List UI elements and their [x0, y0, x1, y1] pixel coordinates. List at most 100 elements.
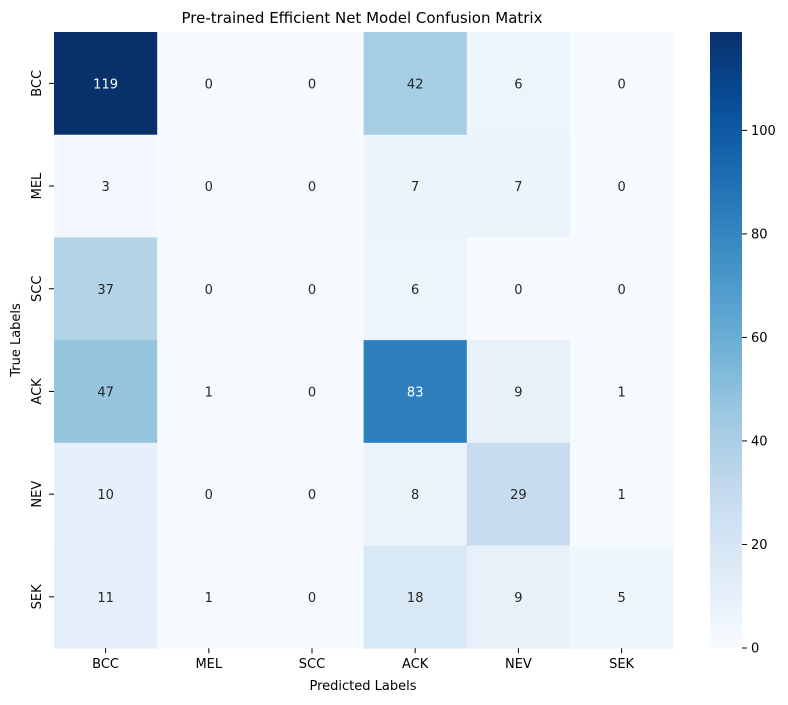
heatmap-cell [570, 237, 674, 341]
heatmap-cell [466, 340, 571, 444]
cell-value-label: 6 [514, 77, 522, 92]
heatmap-cell [570, 545, 674, 649]
y-tick-label: SEK [30, 584, 45, 609]
cell-value-label: 0 [308, 488, 316, 503]
x-tick-label: NEV [505, 657, 532, 672]
cell-value-label: 0 [308, 591, 316, 606]
heatmap-cell [54, 32, 158, 136]
cell-value-label: 1 [205, 385, 213, 400]
cell-value-label: 7 [514, 180, 522, 195]
heatmap-cell [466, 134, 571, 238]
cell-value-label: 47 [97, 385, 114, 400]
heatmap-cell [260, 442, 365, 546]
cell-value-label: 0 [617, 77, 625, 92]
heatmap-cell [363, 442, 468, 546]
cell-value-label: 119 [93, 77, 118, 92]
colorbar-tick-label: 20 [751, 538, 768, 553]
cell-value-label: 0 [308, 77, 316, 92]
heatmap-cell-labels: 119 0 0 42 6 03 0 0 7 7 037 0 0 6 0 047 1 0 83 9 110 0 0 8 29 111… [93, 77, 626, 606]
cell-value-label: 0 [205, 283, 213, 298]
heatmap-cell [54, 237, 158, 341]
heatmap-cell [260, 340, 365, 444]
heatmap-cell [157, 545, 261, 649]
heatmap-cell [466, 32, 571, 136]
heatmap-cell [157, 442, 261, 546]
cell-value-label: 0 [308, 180, 316, 195]
heatmap-cell [54, 134, 158, 238]
cell-value-label: 37 [97, 283, 114, 298]
cell-value-label: 3 [101, 180, 109, 195]
cell-value-label: 0 [617, 283, 625, 298]
colorbar-tick-label: 80 [751, 227, 768, 242]
cell-value-label: 18 [407, 591, 424, 606]
cell-value-label: 42 [407, 77, 424, 92]
cell-value-label: 83 [407, 385, 424, 400]
heatmap-cell [157, 237, 261, 341]
chart-title: Pre-trained Efficient Net Model Confusio… [182, 9, 543, 27]
heatmap-cell [466, 442, 571, 546]
heatmap-cell [570, 442, 674, 546]
cell-value-label: 0 [514, 283, 522, 298]
cell-value-label: 0 [205, 180, 213, 195]
heatmap-cell [54, 545, 158, 649]
heatmap-cell [157, 340, 261, 444]
heatmap-cell [570, 340, 674, 444]
cell-value-label: 6 [411, 283, 419, 298]
heatmap-cell [54, 442, 158, 546]
cell-value-label: 8 [411, 488, 419, 503]
cell-value-label: 1 [617, 488, 625, 503]
heatmap-cell [363, 340, 468, 444]
cell-value-label: 0 [205, 488, 213, 503]
cell-value-label: 9 [514, 385, 522, 400]
cell-value-label: 10 [97, 488, 114, 503]
cell-value-label: 0 [617, 180, 625, 195]
colorbar-tick-label: 40 [751, 434, 768, 449]
heatmap-cell [157, 134, 261, 238]
heatmap-cell [363, 545, 468, 649]
y-axis-label: True Labels [9, 303, 24, 378]
heatmap-cell [570, 32, 674, 136]
heatmap-cell [260, 134, 365, 238]
colorbar-tick-label: 100 [751, 124, 776, 139]
cell-value-label: 29 [510, 488, 527, 503]
heatmap-cell [260, 32, 365, 136]
heatmap-cell [466, 237, 571, 341]
heatmap-cell [363, 134, 468, 238]
y-tick-label: ACK [30, 378, 45, 405]
cell-value-label: 11 [97, 591, 114, 606]
heatmap-cell [260, 237, 365, 341]
cell-value-label: 9 [514, 591, 522, 606]
y-tick-label: MEL [30, 172, 45, 199]
cell-value-label: 7 [411, 180, 419, 195]
heatmap-cell [363, 32, 468, 136]
y-tick-label: BCC [30, 70, 45, 97]
heatmap-cell [570, 134, 674, 238]
cell-value-label: 1 [617, 385, 625, 400]
heatmap-cell [363, 237, 468, 341]
cell-value-label: 0 [308, 283, 316, 298]
x-tick-label: SEK [609, 657, 634, 672]
heatmap-cells [54, 32, 674, 649]
cell-value-label: 0 [308, 385, 316, 400]
heatmap-cell [466, 545, 571, 649]
colorbar-gradient [710, 32, 742, 648]
x-tick-label: MEL [195, 657, 222, 672]
y-tick-label: NEV [30, 481, 45, 508]
cell-value-label: 0 [205, 77, 213, 92]
cell-value-label: 5 [617, 591, 625, 606]
x-tick-label: BCC [92, 657, 119, 672]
x-axis-label: Predicted Labels [309, 679, 416, 694]
colorbar-tick-label: 0 [751, 642, 759, 657]
heatmap-cell [157, 32, 261, 136]
cell-value-label: 1 [205, 591, 213, 606]
y-axis: BCC MEL SCC ACK NEV SEK [30, 70, 54, 609]
x-tick-label: ACK [402, 657, 429, 672]
x-axis: BCC MEL SCC ACK NEV SEK [92, 648, 635, 672]
heatmap-cell [54, 340, 158, 444]
x-tick-label: SCC [299, 657, 325, 672]
y-tick-label: SCC [30, 276, 45, 302]
colorbar: 0 20 40 60 80 100 [710, 32, 776, 657]
colorbar-tick-label: 60 [751, 331, 768, 346]
heatmap-cell [260, 545, 365, 649]
